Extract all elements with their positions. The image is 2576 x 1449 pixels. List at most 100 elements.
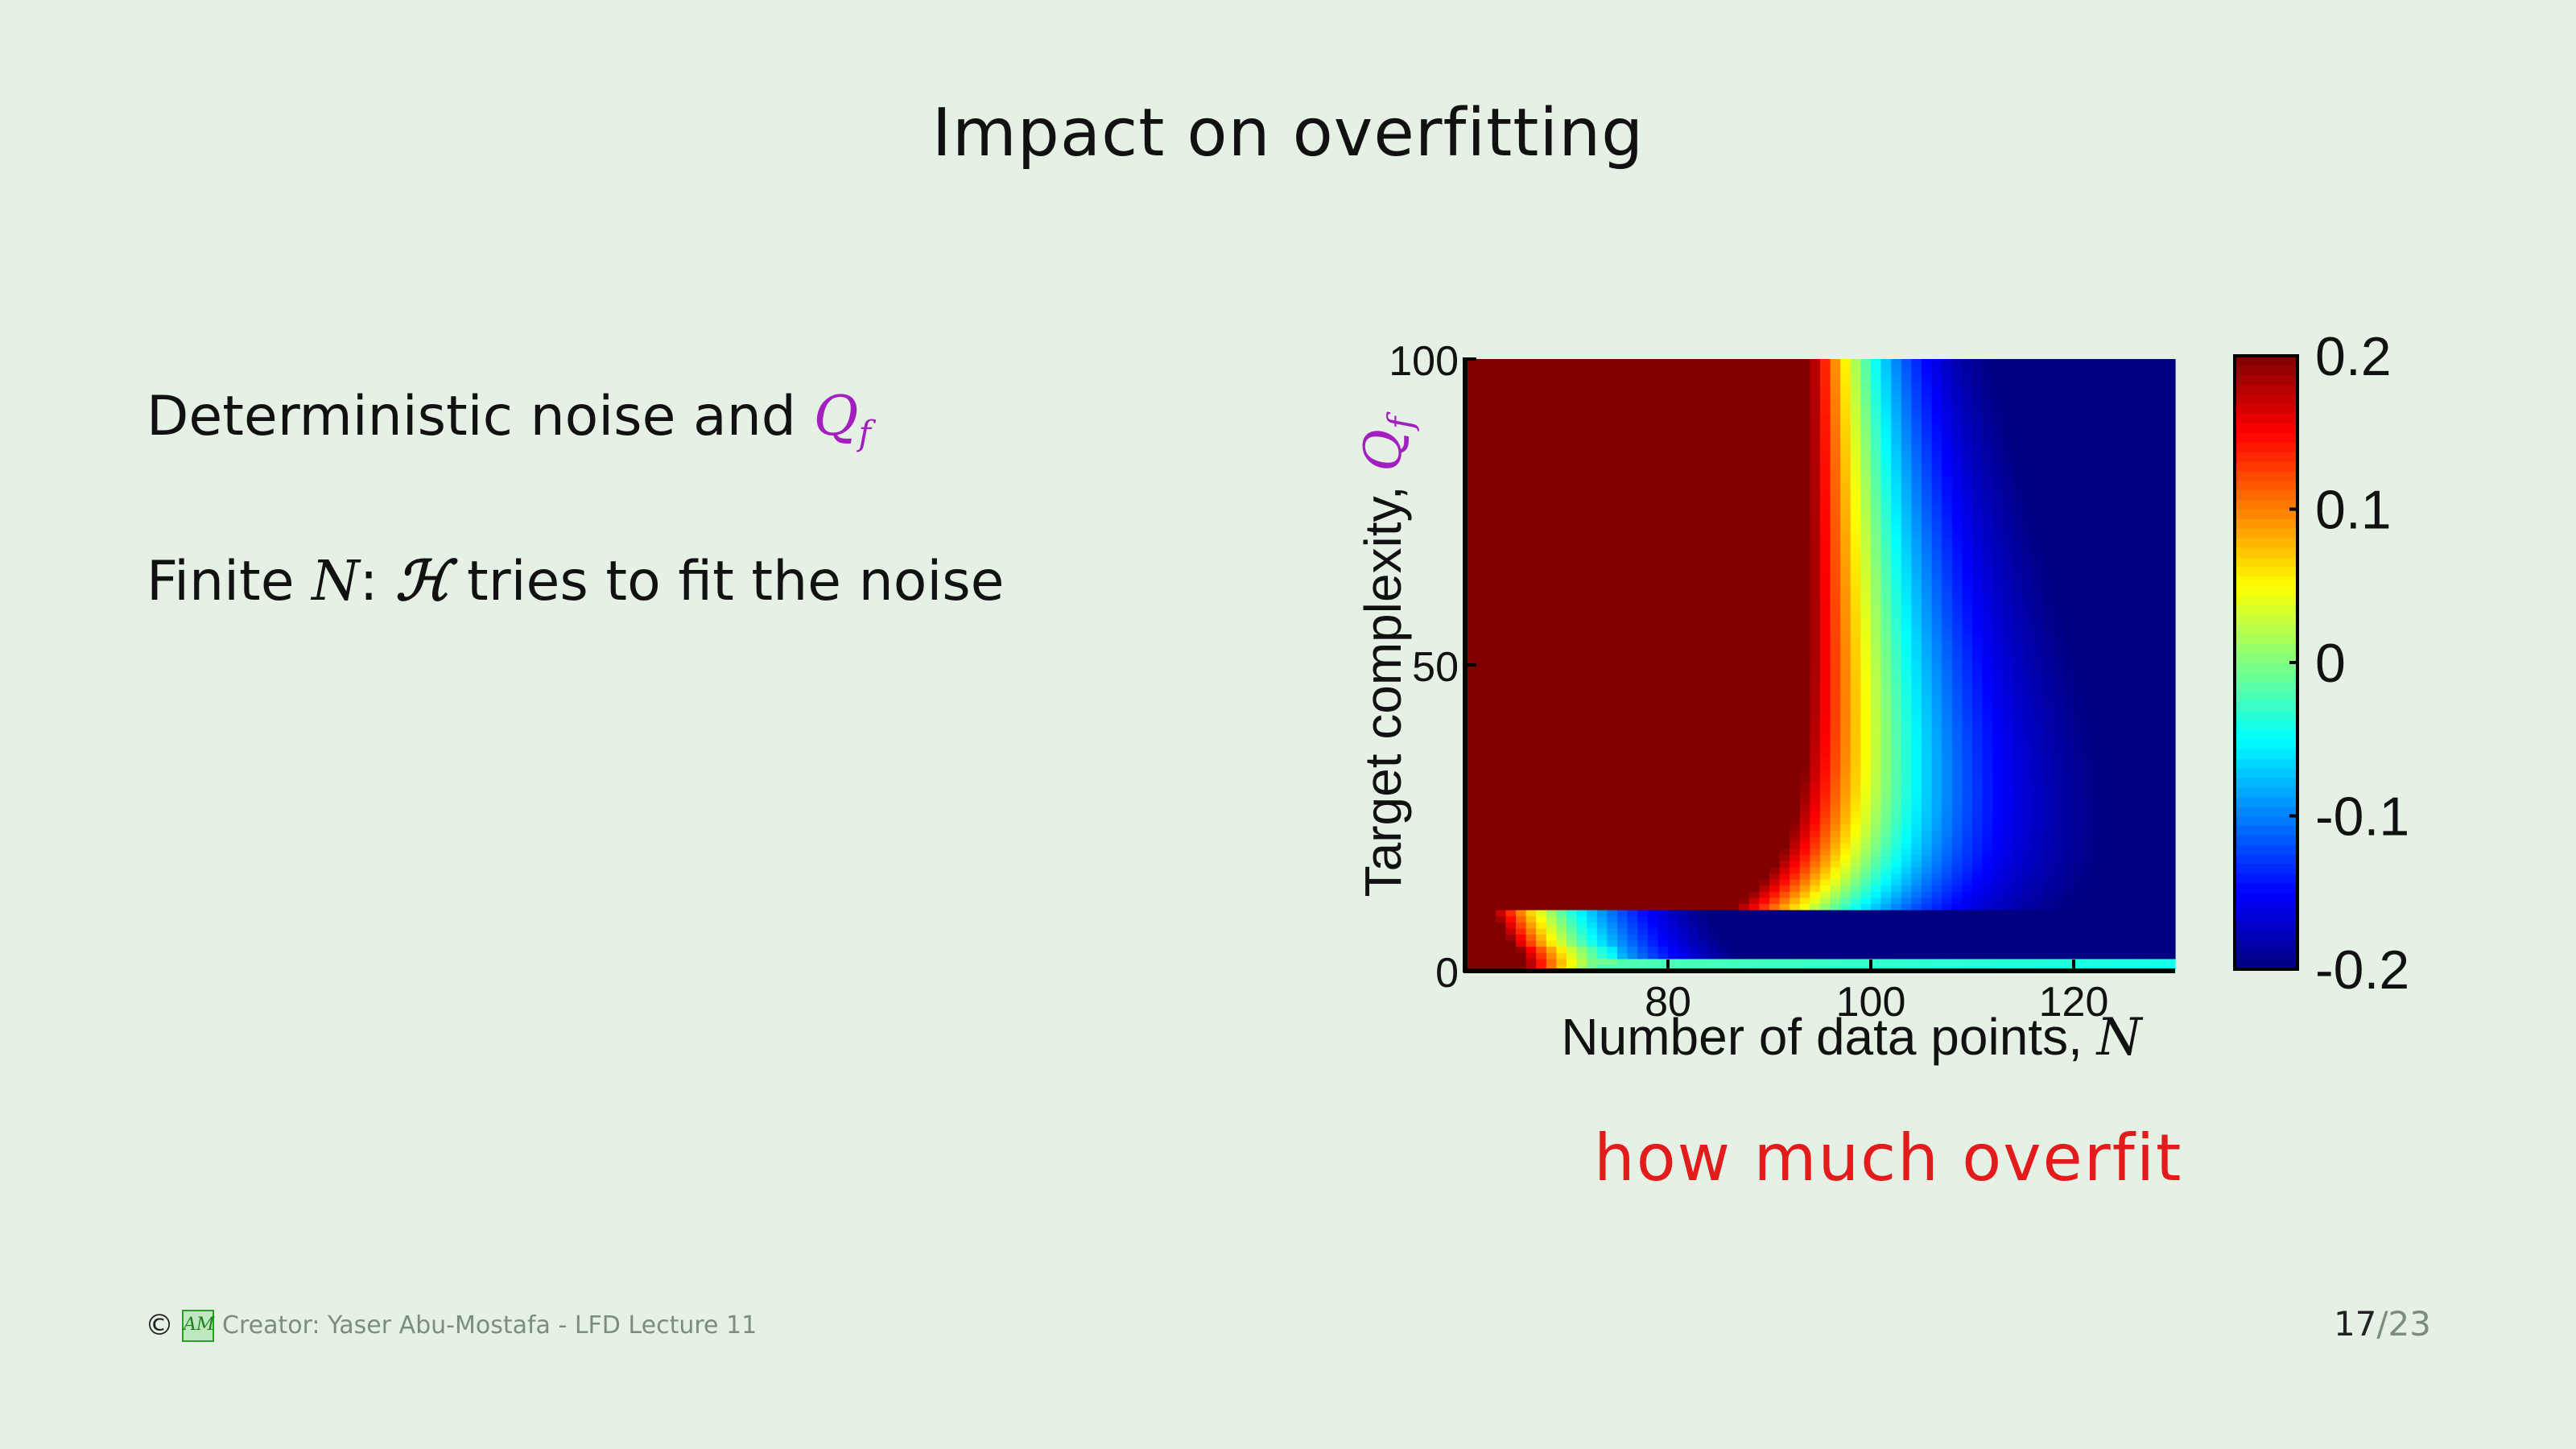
heatmap-cell (1931, 774, 1942, 782)
heatmap-cell (1668, 708, 1679, 715)
heatmap-cell (1698, 910, 1709, 917)
heatmap-cell (1587, 952, 1598, 960)
heatmap-cell (1567, 591, 1578, 598)
heatmap-cell (1790, 720, 1801, 727)
heatmap-cell (1536, 426, 1547, 433)
heatmap-cell (1617, 499, 1629, 506)
heatmap-cell (1891, 451, 1902, 458)
heatmap-cell (1942, 934, 1953, 941)
heatmap-cell (1840, 922, 1852, 929)
heatmap-cell (1719, 744, 1730, 751)
heatmap-cell (1536, 689, 1547, 696)
heatmap-cell (1739, 512, 1750, 519)
heatmap-cell (1587, 456, 1598, 464)
heatmap-cell (1607, 536, 1618, 543)
heatmap-cell (1668, 665, 1679, 672)
heatmap-cell (1657, 787, 1669, 795)
heatmap-cell (1617, 567, 1629, 574)
heatmap-cell (1668, 897, 1679, 904)
heatmap-cell (1719, 830, 1730, 837)
heatmap-cell (1688, 628, 1699, 635)
heatmap-cell (1942, 451, 1953, 458)
heatmap-cell (1587, 873, 1598, 880)
heatmap-cell (1922, 744, 1933, 751)
heatmap-cell (1719, 689, 1730, 696)
heatmap-cell (1871, 543, 1882, 550)
heatmap-cell (1748, 407, 1760, 415)
heatmap-cell (1708, 689, 1719, 696)
heatmap-cell (1607, 689, 1618, 696)
heatmap-cell (1647, 922, 1658, 929)
heatmap-cell (1799, 652, 1810, 659)
heatmap-cell (1790, 567, 1801, 574)
heatmap-cell (1546, 671, 1557, 678)
heatmap-cell (1790, 383, 1801, 390)
heatmap-cell (1840, 658, 1852, 666)
heatmap-cell (1840, 609, 1852, 617)
heatmap-cell (1688, 616, 1699, 623)
heatmap-cell (1546, 774, 1557, 782)
heatmap-cell (1678, 616, 1689, 623)
heatmap-cell (1931, 560, 1942, 568)
heatmap-cell (1698, 757, 1709, 764)
heatmap-cell (1962, 646, 1973, 654)
heatmap-cell (1820, 573, 1831, 580)
heatmap-cell (1962, 683, 1973, 690)
heatmap-cell (1739, 757, 1750, 764)
heatmap-cell (1708, 652, 1719, 659)
heatmap-cell (1495, 958, 1506, 965)
heatmap-cell (1719, 628, 1730, 635)
heatmap-cell (1779, 744, 1790, 751)
heatmap-cell (1596, 365, 1608, 372)
heatmap-cell (1647, 591, 1658, 598)
heatmap-cell (1708, 885, 1719, 892)
heatmap-cell (1627, 891, 1638, 898)
heatmap-cell (1596, 579, 1608, 586)
heatmap-cell (1850, 830, 1861, 837)
heatmap-cell (1810, 665, 1821, 672)
heatmap-cell (1688, 866, 1699, 873)
heatmap-cell (1546, 665, 1557, 672)
heatmap-cell (1779, 444, 1790, 452)
heatmap-cell (1931, 646, 1942, 654)
heatmap-cell (1860, 750, 1872, 758)
heatmap-cell (1962, 701, 1973, 708)
heatmap-cell (1657, 573, 1669, 580)
heatmap-cell (1748, 493, 1760, 501)
heatmap-cell (1668, 830, 1679, 837)
heatmap-cell (1688, 609, 1699, 617)
heatmap-cell (1587, 922, 1598, 929)
heatmap-cell (1871, 854, 1882, 861)
heatmap-cell (1942, 365, 1953, 372)
heatmap-cell (1850, 696, 1861, 703)
heatmap-cell (1485, 842, 1496, 849)
heatmap-cell (1850, 805, 1861, 812)
heatmap-cell (1617, 432, 1629, 440)
heatmap-cell (1546, 885, 1557, 892)
heatmap-cell (1485, 463, 1496, 470)
heatmap-cell (1556, 903, 1567, 910)
heatmap-cell (1485, 456, 1496, 464)
heatmap-cell (1810, 646, 1821, 654)
heatmap-cell (1536, 799, 1547, 807)
heatmap-cell (1962, 757, 1973, 764)
heatmap-cell (1607, 927, 1618, 935)
heatmap-cell (1850, 438, 1861, 445)
heatmap-cell (1678, 640, 1689, 647)
heatmap-cell (1576, 536, 1587, 543)
heatmap-cell (1688, 371, 1699, 378)
heatmap-cell (1556, 383, 1567, 390)
heatmap-cell (1647, 757, 1658, 764)
heatmap-cell (1739, 677, 1750, 684)
heatmap-cell (1748, 371, 1760, 378)
heatmap-cell (1779, 621, 1790, 629)
heatmap-cell (1516, 420, 1527, 427)
heatmap-cell (1505, 414, 1517, 421)
heatmap-cell (1860, 958, 1872, 965)
heatmap-cell (1891, 493, 1902, 501)
heatmap-cell (1931, 407, 1942, 415)
heatmap-cell (1576, 604, 1587, 611)
heatmap-cell (1830, 762, 1841, 770)
heatmap-cell (1688, 377, 1699, 384)
heatmap-cell (1922, 683, 1933, 690)
